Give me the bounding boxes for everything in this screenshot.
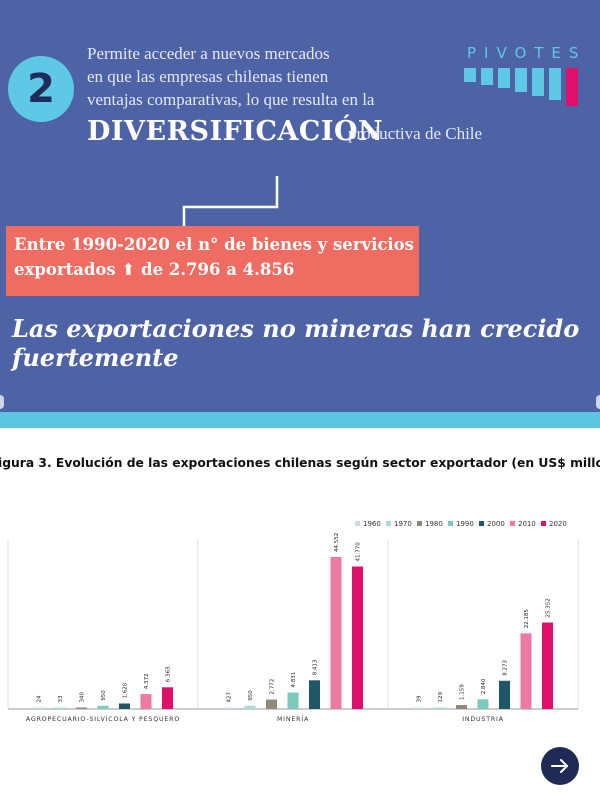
bar-value-label: 22.185 bbox=[524, 609, 530, 629]
bar bbox=[244, 705, 256, 709]
legend-label: 1970 bbox=[394, 520, 412, 528]
bar bbox=[520, 633, 532, 709]
bar-value-label: 4.372 bbox=[144, 673, 150, 689]
bar-value-label: 1.620 bbox=[123, 682, 129, 698]
arrow-right-icon bbox=[551, 759, 568, 773]
bar-value-label: 8.273 bbox=[503, 660, 509, 676]
bar-value-label: 44.552 bbox=[334, 533, 340, 552]
bar-value-label: 2.840 bbox=[481, 678, 487, 694]
bar bbox=[223, 707, 234, 709]
bar-value-label: 2.772 bbox=[270, 679, 276, 695]
legend-label: 2000 bbox=[487, 520, 505, 528]
bar-value-label: 950 bbox=[101, 690, 107, 701]
legend-swatch bbox=[510, 521, 515, 526]
bar-value-label: 129 bbox=[438, 692, 444, 703]
exports-bar-chart: 1960 1970 1980 1990 2000 2010 2020 24 33 340 950 1.… bbox=[7, 520, 579, 723]
step-number-badge: 2 bbox=[8, 56, 74, 122]
category-label: MINERÍA bbox=[277, 714, 309, 723]
bar bbox=[309, 680, 320, 709]
bar bbox=[287, 692, 299, 709]
legend-swatch bbox=[386, 521, 391, 526]
panel-bottom-band bbox=[0, 412, 600, 428]
legend-swatch bbox=[355, 521, 360, 526]
bar bbox=[162, 687, 173, 709]
bar bbox=[76, 707, 87, 709]
category-label: INDUSTRIA bbox=[462, 716, 504, 723]
figure-title: igura 3. Evolución de las exportaciones … bbox=[0, 456, 600, 470]
bar bbox=[499, 680, 510, 709]
brand-bars-logo bbox=[464, 68, 578, 106]
carousel-next-handle[interactable] bbox=[596, 395, 600, 409]
bar bbox=[352, 566, 363, 709]
highlight-word: DIVERSIFICACIÓN bbox=[87, 116, 384, 147]
bar-value-label: 4.831 bbox=[291, 672, 297, 688]
bar bbox=[54, 707, 66, 709]
bar-value-label: 39 bbox=[417, 695, 423, 702]
next-button[interactable] bbox=[541, 747, 579, 785]
bar bbox=[33, 707, 44, 709]
bar bbox=[330, 557, 342, 709]
bar bbox=[119, 703, 130, 709]
headline-line: fuertemente bbox=[12, 343, 179, 372]
bar bbox=[97, 705, 109, 709]
legend-swatch bbox=[417, 521, 422, 526]
brand-title: PIVOTES bbox=[467, 44, 587, 62]
intro-text: Permite acceder a nuevos mercados en que… bbox=[87, 42, 457, 111]
callout-line: Entre 1990-2020 el n° de bienes y servic… bbox=[14, 235, 414, 254]
callout-line: exportados ⬆ de 2.796 a 4.856 bbox=[14, 260, 295, 279]
category-label: AGROPECUARIO-SILVÍCOLA Y PESQUERO bbox=[26, 714, 180, 723]
carousel-prev-handle[interactable] bbox=[0, 395, 4, 409]
bar-value-label: 25.352 bbox=[546, 598, 552, 617]
bar bbox=[477, 699, 489, 709]
bar bbox=[413, 707, 424, 709]
bar-value-label: 6.363 bbox=[166, 666, 172, 682]
bar-value-label: 427 bbox=[227, 692, 233, 703]
legend-swatch bbox=[448, 521, 453, 526]
bar bbox=[456, 705, 467, 709]
bar-value-label: 1.159 bbox=[460, 684, 466, 700]
connector-line bbox=[182, 176, 279, 226]
bar-value-label: 33 bbox=[58, 695, 64, 702]
callout-box: Entre 1990-2020 el n° de bienes y servic… bbox=[6, 226, 419, 296]
bar bbox=[434, 707, 446, 709]
intro-line: Permite acceder a nuevos mercados bbox=[87, 44, 330, 63]
bar bbox=[542, 622, 553, 709]
legend-label: 1960 bbox=[363, 520, 381, 528]
legend-swatch bbox=[479, 521, 484, 526]
bar-value-label: 8.413 bbox=[313, 659, 319, 675]
bar bbox=[266, 699, 277, 709]
legend-label: 1990 bbox=[456, 520, 474, 528]
headline-line: Las exportaciones no mineras han crecido bbox=[12, 314, 580, 343]
legend-label: 2020 bbox=[549, 520, 567, 528]
bar-value-label: 950 bbox=[248, 690, 254, 701]
bar-value-label: 41.770 bbox=[356, 542, 362, 562]
bar-value-label: 24 bbox=[37, 695, 43, 702]
legend-label: 2010 bbox=[518, 520, 536, 528]
bar-value-label: 340 bbox=[80, 692, 86, 703]
intro-line: ventajas comparativas, lo que resulta en… bbox=[87, 90, 375, 109]
legend-label: 1980 bbox=[425, 520, 443, 528]
bar bbox=[140, 694, 152, 709]
highlight-tail: productiva de Chile bbox=[348, 124, 483, 143]
legend-swatch bbox=[541, 521, 546, 526]
intro-line: en que las empresas chilenas tienen bbox=[87, 67, 329, 86]
